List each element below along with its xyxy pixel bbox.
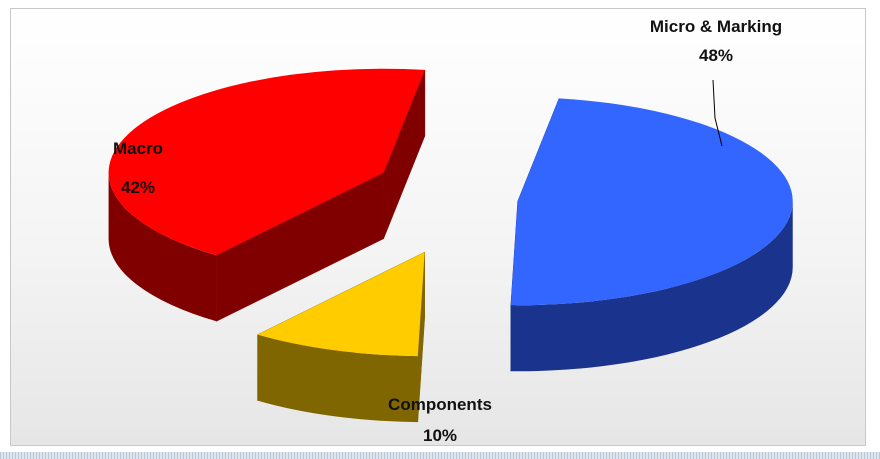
slice-label-group-components: Components 10% <box>388 395 492 445</box>
slice-outer-wall-macro-0 <box>108 172 217 322</box>
slice-label-micro-percent: 48% <box>699 46 733 65</box>
slice-label-macro-percent: 42% <box>121 178 155 197</box>
slice-top-components <box>257 252 425 357</box>
slice-label-micro-name: Micro & Marking <box>650 17 782 36</box>
slice-label-macro-name: Macro <box>113 139 163 158</box>
slice-label-group-macro: Macro 42% <box>113 139 163 197</box>
slice-label-components-name: Components <box>388 395 492 414</box>
leader-line-micro <box>712 79 723 147</box>
slice-top-micro-marking <box>510 98 793 306</box>
slice-label-group-micro-marking: Micro & Marking 48% <box>650 17 782 147</box>
slice-outer-wall-micro-marking-0 <box>510 201 793 372</box>
scroll-strip <box>0 452 880 459</box>
slice-top-macro <box>108 68 425 256</box>
slice-cut-face-macro-1 <box>383 69 426 239</box>
pie-slices <box>108 68 793 423</box>
slice-label-components-percent: 10% <box>423 426 457 445</box>
